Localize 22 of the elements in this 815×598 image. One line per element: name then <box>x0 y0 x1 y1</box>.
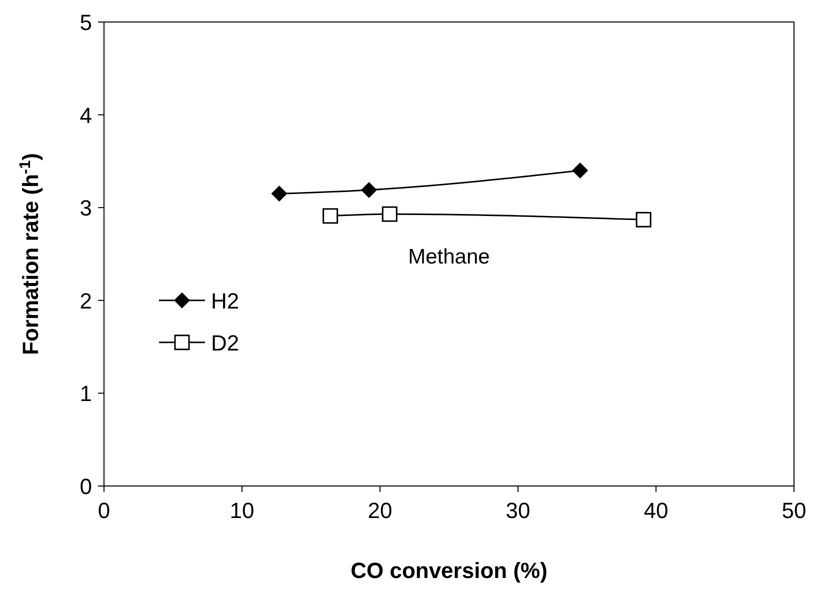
x-tick-label: 20 <box>368 498 392 523</box>
y-tick-label: 5 <box>80 10 92 35</box>
y-tick-label: 1 <box>80 381 92 406</box>
y-tick-label: 4 <box>80 102 92 128</box>
point <box>322 208 338 224</box>
point <box>271 186 288 202</box>
y-tick-label: 2 <box>80 288 92 314</box>
annotation: Methane <box>408 245 490 268</box>
point <box>572 162 588 178</box>
point <box>636 212 652 228</box>
point <box>360 182 377 198</box>
y-tick-label: 3 <box>80 196 92 221</box>
x-axis-title: CO conversion (%) <box>350 558 548 583</box>
y-tick-label: 0 <box>80 474 92 499</box>
x-tick-label: 40 <box>644 498 668 523</box>
x-tick-label: 10 <box>230 498 254 523</box>
x-tick-label: 0 <box>98 498 110 523</box>
x-tick-label: 30 <box>506 498 530 523</box>
legend-label: D2 <box>211 330 240 356</box>
point <box>382 206 398 222</box>
legend-label: H2 <box>211 288 240 314</box>
x-tick-label: 50 <box>782 498 806 523</box>
